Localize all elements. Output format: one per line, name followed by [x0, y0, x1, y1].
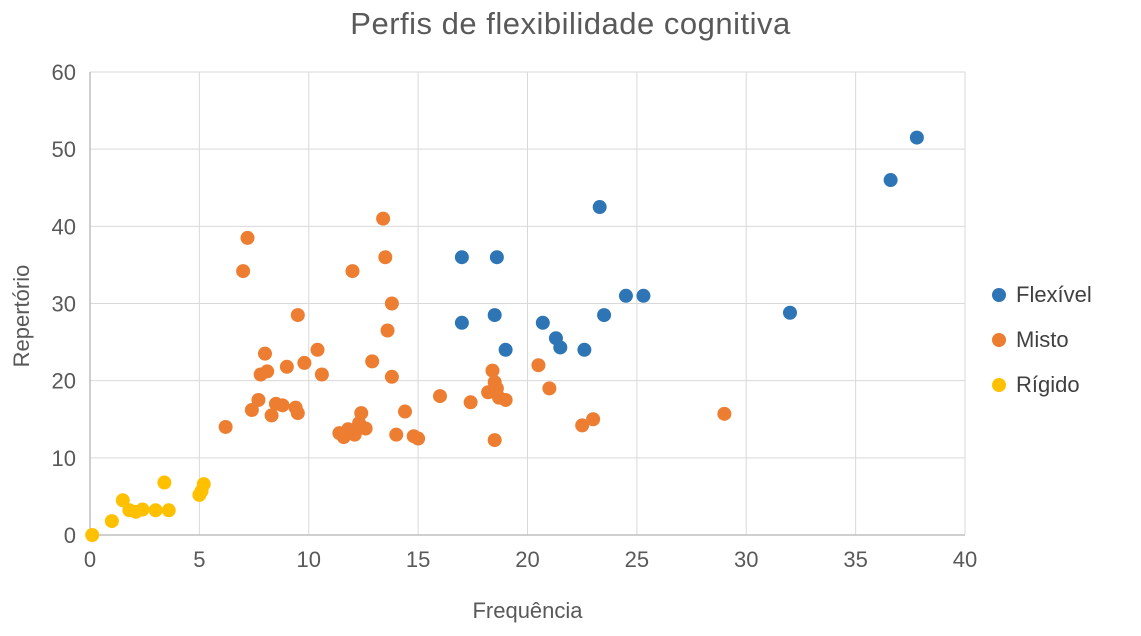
legend-item-rigido: Rígido [992, 372, 1092, 398]
data-point-misto [586, 412, 601, 427]
x-tick-label: 30 [734, 547, 758, 572]
data-point-misto [575, 418, 590, 433]
data-point-flexivel [618, 288, 633, 303]
data-point-misto [290, 406, 305, 421]
data-point-misto [531, 358, 546, 373]
data-point-misto [365, 354, 380, 369]
data-point-misto [384, 296, 399, 311]
data-point-flexivel [783, 305, 797, 320]
data-point-misto [218, 419, 233, 434]
data-point-misto [275, 398, 290, 413]
data-point-rigido [135, 502, 150, 517]
data-point-misto [358, 421, 373, 436]
data-point-misto [717, 406, 732, 421]
data-point-misto [310, 342, 325, 357]
data-point-misto [542, 381, 557, 396]
data-point-misto [345, 264, 360, 279]
data-point-flexivel [454, 250, 469, 265]
legend-label-misto: Misto [1016, 327, 1069, 352]
y-tick-label: 10 [52, 446, 76, 471]
data-point-misto [485, 363, 500, 378]
data-point-flexivel [883, 173, 898, 188]
data-point-misto [347, 427, 362, 442]
data-point-flexivel [577, 342, 592, 357]
data-point-misto [389, 427, 404, 442]
x-tick-label: 25 [625, 547, 649, 572]
data-point-misto [398, 404, 412, 419]
data-point-flexivel [487, 308, 502, 323]
data-point-rigido [148, 503, 163, 518]
data-point-rigido [194, 484, 209, 499]
x-tick-label: 15 [406, 547, 430, 572]
data-point-misto [290, 308, 305, 323]
data-point-misto [258, 346, 272, 361]
data-point-misto [384, 369, 399, 384]
data-point-misto [251, 392, 266, 407]
y-tick-label: 50 [52, 137, 76, 162]
data-point-misto [297, 355, 312, 370]
data-point-misto [376, 211, 391, 226]
legend-marker-flexivel [992, 288, 1006, 302]
data-point-misto [279, 359, 294, 374]
data-point-misto [240, 230, 255, 245]
data-point-rigido [104, 514, 119, 529]
x-tick-label: 0 [84, 547, 96, 572]
legend-label-flexivel: Flexível [1016, 282, 1092, 307]
data-point-misto [411, 431, 426, 446]
x-tick-label: 5 [193, 547, 205, 572]
x-tick-label: 20 [515, 547, 539, 572]
data-point-flexivel [592, 200, 607, 215]
data-point-misto [433, 389, 447, 404]
y-tick-label: 20 [52, 369, 76, 394]
data-point-flexivel [636, 288, 651, 303]
y-tick-label: 0 [64, 523, 76, 548]
legend-item-flexivel: Flexível [992, 282, 1092, 308]
data-point-flexivel [454, 315, 469, 330]
legend: Flexível Misto Rígido [992, 282, 1092, 398]
data-point-flexivel [498, 342, 513, 357]
data-point-misto [264, 408, 279, 423]
data-point-rigido [85, 528, 100, 542]
data-point-flexivel [489, 250, 504, 265]
data-point-flexivel [535, 315, 550, 330]
data-point-flexivel [909, 130, 924, 145]
y-tick-label: 30 [52, 292, 76, 317]
legend-item-misto: Misto [992, 327, 1092, 353]
x-tick-label: 40 [953, 547, 977, 572]
chart-title: Perfis de flexibilidade cognitiva [350, 6, 791, 41]
legend-marker-misto [992, 333, 1006, 347]
data-point-rigido [161, 503, 176, 518]
data-point-misto [378, 250, 393, 265]
data-point-misto [354, 406, 369, 421]
legend-marker-rigido [992, 378, 1006, 392]
data-point-flexivel [553, 340, 568, 355]
data-point-rigido [115, 493, 130, 508]
data-point-misto [244, 402, 259, 417]
data-point-flexivel [597, 308, 612, 323]
data-point-misto [260, 364, 275, 379]
data-point-misto [380, 323, 395, 338]
legend-label-rigido: Rígido [1016, 372, 1080, 397]
data-point-misto [463, 395, 478, 410]
data-point-misto [236, 264, 251, 279]
data-point-misto [487, 433, 502, 448]
data-point-rigido [157, 475, 172, 490]
x-axis-title: Frequência [472, 598, 583, 623]
y-tick-label: 40 [52, 214, 76, 239]
data-point-misto [314, 367, 329, 382]
x-tick-label: 35 [843, 547, 867, 572]
y-tick-label: 60 [52, 60, 76, 85]
x-tick-label: 10 [297, 547, 321, 572]
y-axis-title: Repertório [9, 264, 34, 368]
data-point-misto [498, 392, 513, 407]
